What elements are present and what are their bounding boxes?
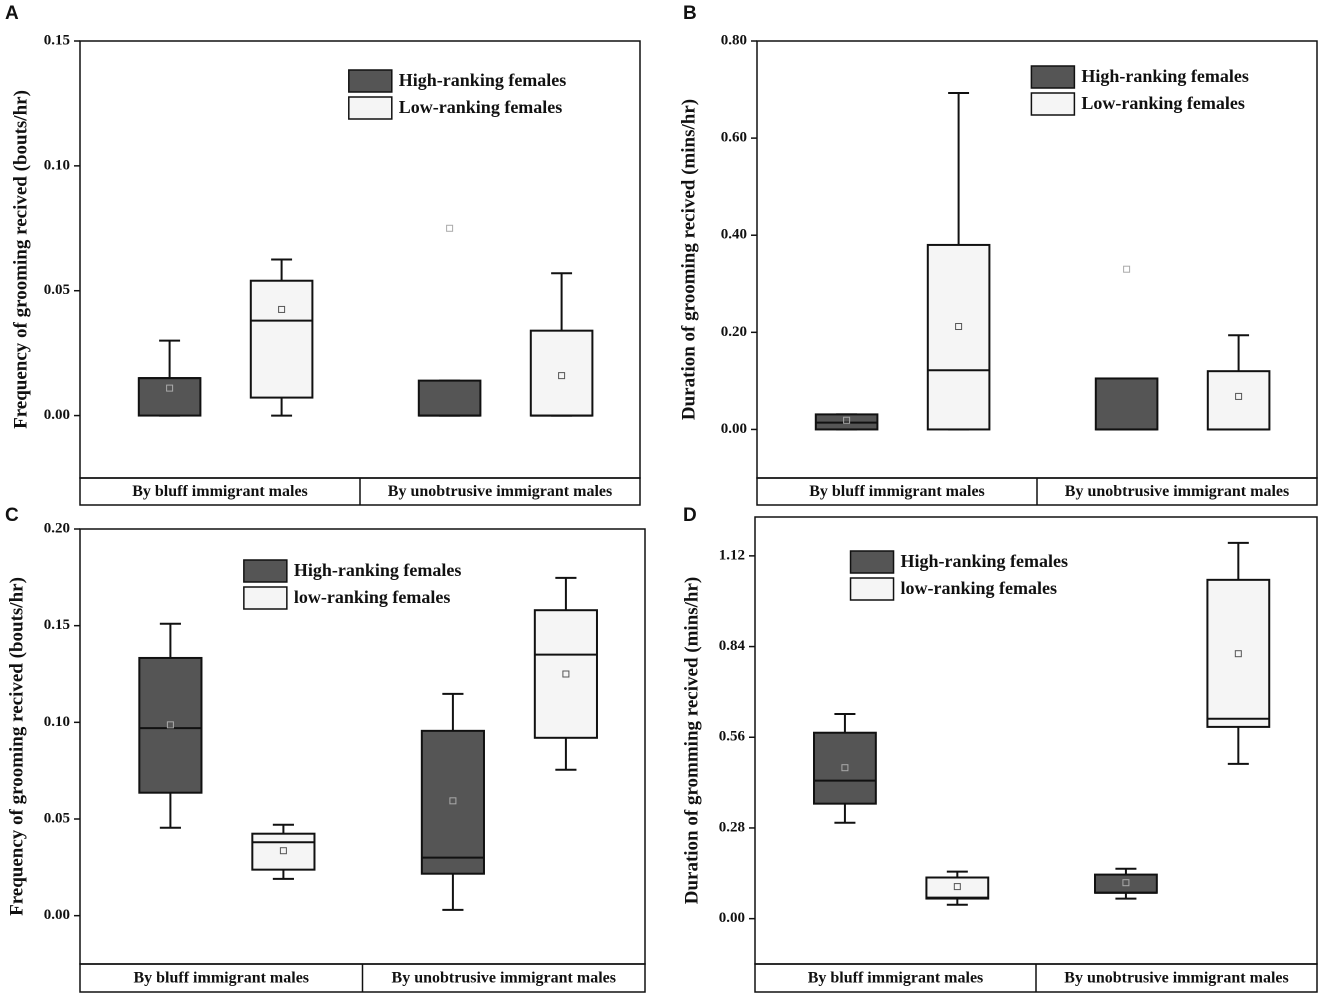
category-label: By bluff immigrant males: [809, 483, 985, 500]
y-tick-label: 0.05: [44, 810, 70, 826]
legend-label: Low-ranking females: [399, 97, 563, 117]
box: [1094, 873, 1158, 894]
box: [417, 379, 482, 417]
y-tick-label: 1.12: [719, 547, 745, 563]
legend-swatch: [1030, 65, 1076, 89]
y-tick-label: 0.10: [44, 157, 70, 173]
legend-swatch: [348, 69, 393, 93]
y-tick-label: 0.20: [44, 520, 70, 536]
mean-marker: [446, 224, 454, 232]
legend-swatch: [243, 559, 288, 583]
legend-swatch: [849, 550, 895, 574]
mean-marker: [1234, 650, 1242, 658]
category-label: By unobtrusive immigrant males: [388, 483, 612, 500]
mean-marker: [1235, 392, 1243, 400]
box: [420, 729, 485, 875]
box: [925, 876, 990, 900]
y-tick-label: 0.20: [721, 324, 747, 340]
mean-marker: [166, 721, 174, 729]
box: [813, 731, 877, 805]
y-tick-label: 0.00: [721, 421, 747, 437]
y-tick-label: 0.60: [721, 130, 747, 146]
legend-label: High-ranking females: [901, 551, 1069, 571]
mean-marker: [955, 323, 963, 331]
legend-swatch: [243, 586, 288, 610]
y-tick-label: 0.40: [721, 227, 747, 243]
legend-swatch: [1030, 92, 1076, 116]
category-label: By unobtrusive immigrant males: [1064, 970, 1288, 987]
legend-label: High-ranking females: [399, 70, 567, 90]
legend-label: low-ranking females: [901, 578, 1058, 598]
category-label: By unobtrusive immigrant males: [1065, 483, 1289, 500]
legend-label: Low-ranking females: [1081, 93, 1245, 113]
mean-marker: [953, 883, 961, 891]
legend-swatch: [849, 577, 895, 601]
y-tick-label: 0.15: [44, 617, 70, 633]
y-axis-label: Duration of grooming recived (mins/hr): [678, 99, 699, 420]
y-tick-label: 0.80: [721, 32, 747, 48]
mean-marker: [558, 372, 566, 380]
box: [926, 243, 991, 431]
y-tick-label: 0.00: [719, 910, 745, 926]
panel-label: A: [5, 3, 19, 24]
mean-marker: [278, 305, 286, 313]
y-tick-label: 0.84: [719, 638, 746, 654]
y-tick-label: 0.10: [44, 714, 70, 730]
box: [533, 609, 598, 739]
y-tick-label: 0.15: [44, 32, 70, 48]
panel-label: C: [5, 505, 19, 526]
box: [251, 832, 316, 871]
legend-swatch: [348, 96, 393, 120]
panel-label: D: [683, 505, 697, 526]
y-tick-label: 0.28: [719, 819, 745, 835]
category-label: By bluff immigrant males: [132, 483, 308, 500]
category-label: By unobtrusive immigrant males: [392, 970, 616, 987]
legend-label: High-ranking females: [294, 560, 462, 580]
mean-marker: [449, 797, 457, 805]
y-axis-label: Frequency of grooming recived (bouts/hr): [6, 577, 27, 916]
mean-marker: [843, 416, 851, 424]
y-tick-label: 0.00: [44, 907, 70, 923]
category-label: By bluff immigrant males: [808, 970, 984, 987]
mean-marker: [279, 847, 287, 855]
mean-marker: [562, 670, 570, 678]
y-tick-label: 0.56: [719, 729, 746, 745]
category-label: By bluff immigrant males: [133, 970, 309, 987]
box: [1206, 578, 1271, 728]
legend-label: low-ranking females: [294, 587, 451, 607]
panel-label: B: [683, 3, 697, 24]
y-tick-label: 0.05: [44, 282, 70, 298]
mean-marker: [841, 764, 849, 772]
legend-label: High-ranking females: [1081, 66, 1249, 86]
box: [138, 656, 203, 794]
y-tick-label: 0.00: [44, 407, 70, 423]
box: [249, 279, 314, 399]
y-axis-label: Duration of gromming recived (mins/hr): [681, 577, 702, 905]
mean-marker: [1122, 879, 1130, 887]
box: [1094, 377, 1159, 431]
y-axis-label: Frequency of grooming recived (bouts/hr): [10, 90, 31, 429]
mean-marker: [166, 384, 174, 392]
box: [137, 377, 202, 417]
mean-marker: [1123, 265, 1131, 273]
box: [529, 329, 594, 417]
box: [1206, 370, 1271, 431]
